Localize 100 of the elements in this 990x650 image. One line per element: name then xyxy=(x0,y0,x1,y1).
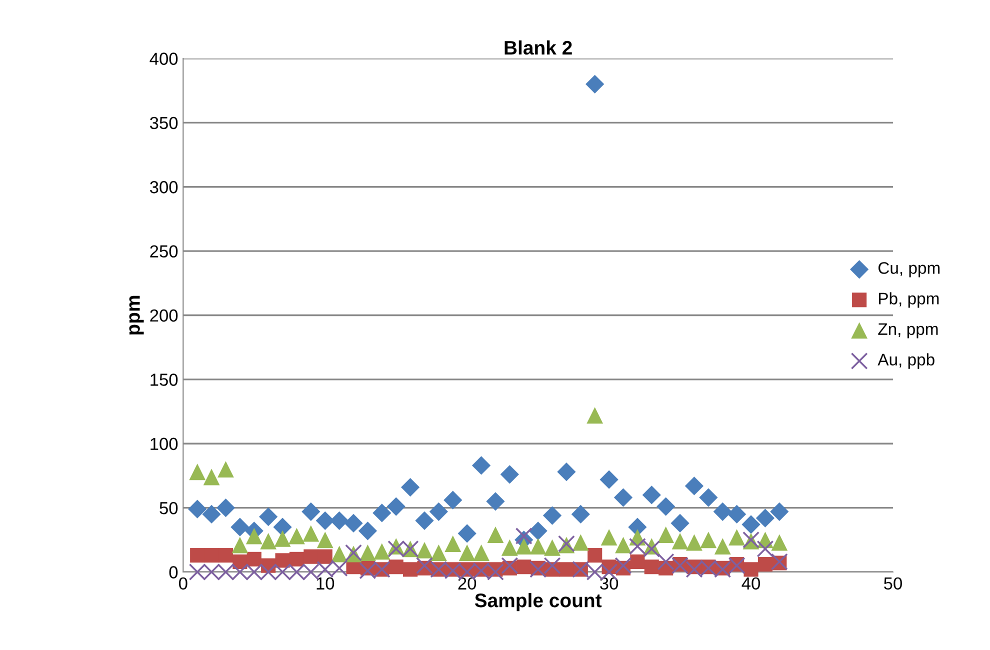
point xyxy=(615,536,632,554)
y-tick-label: 0 xyxy=(169,566,178,578)
chart-title: Blank 2 xyxy=(504,40,572,55)
point xyxy=(557,462,576,482)
point xyxy=(516,538,532,555)
point xyxy=(614,557,632,574)
point xyxy=(203,468,220,486)
point xyxy=(273,518,292,536)
point xyxy=(614,488,633,507)
y-tick-label: 350 xyxy=(150,116,178,130)
x-tick-label: 50 xyxy=(884,577,902,590)
point xyxy=(416,542,433,558)
point xyxy=(515,528,532,545)
point xyxy=(190,548,205,563)
point xyxy=(218,548,234,563)
point xyxy=(232,536,248,554)
legend-label: Pb, ppm xyxy=(879,292,939,308)
point xyxy=(230,518,250,536)
point xyxy=(472,456,491,475)
x-tick-label: 10 xyxy=(316,577,334,590)
point xyxy=(246,552,262,566)
point xyxy=(302,525,320,542)
point xyxy=(600,529,618,546)
point xyxy=(744,562,758,577)
point xyxy=(670,514,690,533)
point xyxy=(501,539,518,556)
point xyxy=(713,502,732,521)
point xyxy=(644,560,659,574)
point xyxy=(316,532,334,548)
x-axis-title: Sample count xyxy=(474,593,602,612)
point xyxy=(188,500,207,518)
point xyxy=(458,524,476,543)
point xyxy=(304,549,318,564)
point xyxy=(714,538,731,555)
point xyxy=(571,504,590,524)
point xyxy=(700,532,717,548)
point xyxy=(658,526,674,543)
point xyxy=(486,492,505,511)
point xyxy=(500,465,519,484)
point xyxy=(359,544,376,561)
point xyxy=(572,534,589,551)
point xyxy=(216,498,236,518)
point xyxy=(586,74,604,94)
point xyxy=(600,470,618,489)
point xyxy=(588,548,602,563)
point xyxy=(260,532,277,550)
point xyxy=(758,557,772,572)
y-tick-label: 300 xyxy=(150,181,178,194)
y-tick-label: 100 xyxy=(150,438,178,450)
legend-label: Zn, ppm xyxy=(878,323,938,338)
point xyxy=(372,504,392,522)
point xyxy=(416,557,434,574)
point xyxy=(400,478,420,497)
point xyxy=(530,538,546,555)
point xyxy=(302,502,320,521)
point xyxy=(516,560,532,574)
point xyxy=(586,407,604,424)
x-tick-label: 40 xyxy=(742,577,760,590)
point xyxy=(386,497,406,516)
point xyxy=(672,532,688,550)
point xyxy=(444,536,462,552)
point xyxy=(204,548,219,563)
point xyxy=(559,562,574,577)
point xyxy=(444,490,462,510)
point xyxy=(218,461,234,478)
point xyxy=(275,553,290,568)
point xyxy=(642,486,661,504)
point xyxy=(770,502,789,521)
y-tick-label: 200 xyxy=(150,309,178,322)
point xyxy=(544,557,561,574)
point xyxy=(756,508,775,528)
point xyxy=(388,560,404,574)
point xyxy=(318,549,332,564)
x-tick-label: 0 xyxy=(179,577,188,590)
point xyxy=(289,552,304,566)
point xyxy=(487,526,504,543)
y-tick-label: 250 xyxy=(150,245,178,258)
y-tick-label: 50 xyxy=(160,502,178,514)
point xyxy=(544,539,560,556)
point xyxy=(771,534,788,551)
point xyxy=(331,546,348,562)
point xyxy=(686,534,702,551)
point xyxy=(742,515,760,534)
point xyxy=(630,554,645,570)
point xyxy=(202,504,221,524)
point xyxy=(684,476,704,496)
point xyxy=(316,511,334,530)
point xyxy=(528,522,548,540)
point xyxy=(358,522,378,540)
point xyxy=(415,511,434,530)
point xyxy=(246,528,262,544)
point xyxy=(403,562,418,577)
point xyxy=(189,464,206,480)
point xyxy=(274,530,291,547)
point xyxy=(344,514,363,533)
point xyxy=(473,544,490,561)
point xyxy=(429,502,448,521)
point xyxy=(657,553,674,570)
point xyxy=(288,528,305,544)
point xyxy=(728,529,746,546)
